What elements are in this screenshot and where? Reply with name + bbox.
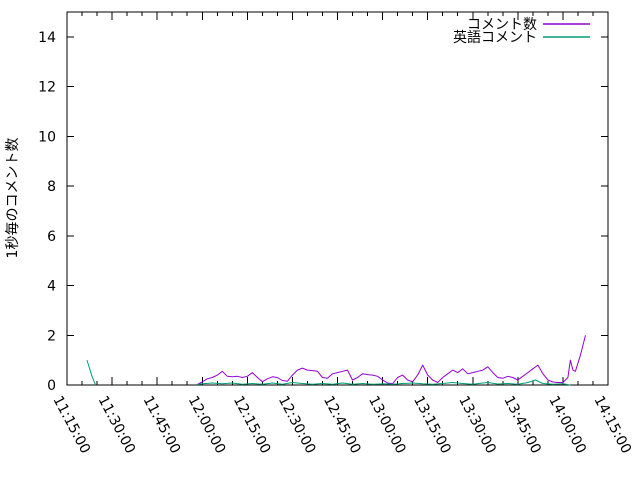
- plot-area: 0 2 4 6 8 10 12 14 11:15:00 11:30:00 11:45:00 12:00…: [38, 11, 634, 456]
- x-axis-tick-label: 11:30:00: [95, 393, 139, 456]
- y-axis-tick-label: 10: [38, 129, 56, 145]
- y-axis-title: 1秒毎のコメント数: [5, 138, 21, 259]
- legend-label-comment-count: コメント数: [467, 17, 537, 33]
- x-axis-tick-label: 14:00:00: [545, 393, 589, 456]
- y-axis-tick-label: 2: [47, 328, 56, 344]
- x-axis-tick-label: 12:00:00: [185, 393, 229, 456]
- y-axis-tick-label: 12: [38, 80, 56, 96]
- x-axis-tick-label: 14:15:00: [590, 393, 634, 456]
- y-axis-tick-label: 8: [47, 179, 56, 195]
- x-axis-tick-label: 13:30:00: [455, 393, 499, 456]
- y-axis-tick-label: 0: [47, 378, 56, 394]
- x-axis-tick-label: 11:45:00: [140, 393, 184, 456]
- y-axis-tick-label: 14: [38, 30, 56, 46]
- x-axis-tick-label: 13:00:00: [365, 393, 409, 456]
- series-line-comment-count: [196, 335, 586, 385]
- x-axis-tick-label: 13:45:00: [500, 393, 544, 456]
- x-axis-tick-label: 12:45:00: [320, 393, 364, 456]
- legend: コメント数 英語コメント: [453, 17, 590, 46]
- x-axis-tick-label: 12:30:00: [275, 393, 319, 456]
- series-line-english-comments: [197, 379, 571, 386]
- y-axis-tick-label: 6: [47, 229, 56, 245]
- plot-border: [66, 11, 609, 386]
- x-axis-tick-label: 13:15:00: [410, 393, 454, 456]
- legend-label-english-comments: 英語コメント: [453, 29, 537, 46]
- series-line-english-comments: [86, 359, 97, 386]
- x-axis-tick-label: 11:15:00: [49, 393, 93, 456]
- x-axis-tick-label: 12:15:00: [230, 393, 274, 456]
- y-axis-tick-label: 4: [47, 279, 56, 295]
